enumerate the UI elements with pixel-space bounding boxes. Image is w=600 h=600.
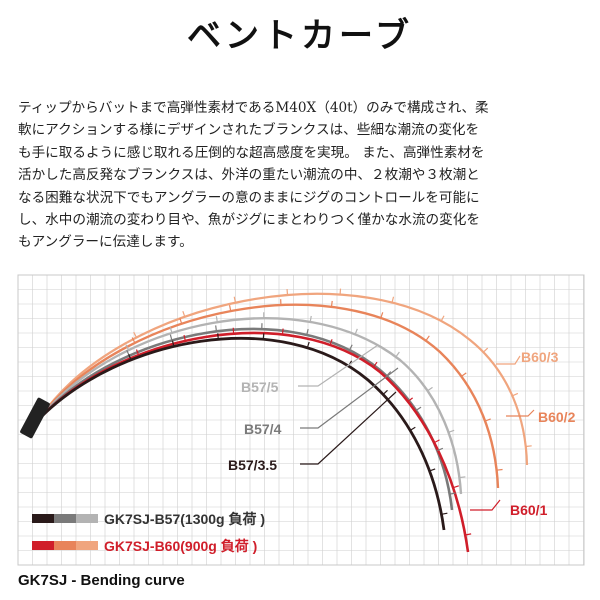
rod-guide <box>395 351 400 358</box>
diagram-caption: GK7SJ - Bending curve <box>18 572 185 589</box>
rod-guide <box>169 334 173 341</box>
rod-guide <box>329 339 333 346</box>
rod-guide <box>309 315 312 323</box>
rod-guide <box>525 445 532 448</box>
legend-swatch <box>76 514 98 523</box>
rod-guide <box>262 333 265 340</box>
rod-guide <box>461 372 467 377</box>
leader-b60-1 <box>470 499 501 511</box>
label-b57-3-5: B57/3.5 <box>228 457 277 473</box>
rod-guide <box>433 439 440 444</box>
leader-b60-2 <box>506 409 535 417</box>
label-b60-3: B60/3 <box>521 349 559 365</box>
rod-guide <box>425 335 430 342</box>
legend: GK7SJ-B57(1300g 負荷 ) GK7SJ-B60(900g 負荷 ) <box>32 511 265 554</box>
leader-b57-4 <box>300 367 399 429</box>
legend-item-b57: GK7SJ-B57(1300g 負荷 ) <box>32 511 265 527</box>
rod-guide <box>482 347 489 353</box>
rod-guide <box>131 337 136 344</box>
leader-b57-5 <box>298 344 379 387</box>
rod-guide <box>386 371 392 377</box>
label-b60-1: B60/1 <box>510 502 548 518</box>
rod-guide <box>183 334 186 342</box>
curve-b60-3 <box>39 292 529 466</box>
rod-guide <box>512 392 519 397</box>
rod-guide <box>484 418 491 422</box>
rod-guide <box>448 429 455 433</box>
rod-guide <box>133 331 137 338</box>
rod-guide <box>306 341 310 348</box>
rod-guide <box>135 349 140 356</box>
legend-swatch <box>32 514 54 523</box>
rod-guide <box>380 312 384 319</box>
legend-swatch <box>32 541 54 550</box>
legend-item-b60: GK7SJ-B60(900g 負荷 ) <box>32 538 257 554</box>
rod-guide <box>125 344 130 351</box>
grid <box>17 274 585 566</box>
rod-guide <box>281 328 284 335</box>
rod-guide <box>354 328 358 335</box>
legend-label-b60: GK7SJ-B60(900g 負荷 ) <box>104 538 257 554</box>
curves <box>20 288 532 553</box>
curve-labels: B60/3 B60/2 B57/5 B57/4 B60/1 B57/3.5 <box>228 344 576 518</box>
leader-b60-3 <box>496 355 521 365</box>
rod-guide <box>233 296 237 303</box>
description-line: 活かした高反発なブランクスは、外洋の重たい潮流の中、２枚潮や３枚潮と <box>18 167 480 184</box>
rod-guide <box>409 426 416 431</box>
description-line: ティップからバットまで高弾性素材であるM40X（40t）のみで構成され、柔 <box>18 100 489 116</box>
page-title: ベントカーブ <box>187 16 413 56</box>
rod-guide <box>306 328 309 336</box>
label-b60-2: B60/2 <box>538 409 576 425</box>
rod-guide <box>348 344 353 351</box>
legend-swatch <box>54 541 76 550</box>
curve-b57-5 <box>39 317 463 495</box>
rod-guide <box>437 447 444 452</box>
rod-handle <box>20 397 50 439</box>
rod-guide <box>496 468 503 471</box>
rod-guide <box>429 468 436 472</box>
label-b57-4: B57/4 <box>244 421 282 437</box>
rod-guide <box>128 354 132 361</box>
curve-b57-4 <box>39 327 454 511</box>
curve-b60-2 <box>39 303 500 489</box>
rod-guide <box>179 317 183 324</box>
rod-guide <box>169 327 173 334</box>
rod-guide <box>407 397 413 403</box>
curve-b57-3-5 <box>39 336 446 531</box>
legend-swatch <box>76 541 98 550</box>
rod-guide <box>171 340 175 347</box>
rod-guide <box>215 316 218 323</box>
legend-swatch <box>54 514 76 523</box>
rod-guide <box>182 310 186 318</box>
grid-border <box>17 274 585 566</box>
rod-guide <box>452 485 459 489</box>
rod-guide <box>427 386 433 392</box>
rod-guide <box>449 492 456 495</box>
description-line: なる困難な状況下でもアングラーの意のままにジグのコントロールを可能に <box>18 189 480 206</box>
rod-guide <box>415 406 422 411</box>
rod-guide <box>441 512 448 515</box>
rod-guide <box>330 300 333 307</box>
rod-guide <box>465 533 472 536</box>
description-line: し、水中の潮流の変わり目や、魚がジグにまとわりつく僅かな水流の変化を <box>18 212 480 229</box>
rod-guide <box>391 296 395 303</box>
rod-guide <box>459 476 466 479</box>
legend-label-b57: GK7SJ-B57(1300g 負荷 ) <box>104 511 265 527</box>
rod-guide <box>215 325 218 332</box>
description-line: 軟にアクションする様にデザインされたブランクスは、些細な潮流の変化を <box>18 122 480 139</box>
description-line: も手に取るように感じ取れる圧倒的な超高感度を実現。 また、高弾性素材を <box>18 144 485 161</box>
rod-guide <box>382 389 388 395</box>
description-line: もアングラーに伝達します。 <box>18 234 193 251</box>
rod-guide <box>440 315 445 322</box>
description: ティップからバットまで高弾性素材であるM40X（40t）のみで構成され、柔 軟に… <box>18 97 584 254</box>
label-b57-5: B57/5 <box>241 379 279 395</box>
rod-guide <box>228 305 232 312</box>
rod-guide <box>372 361 378 368</box>
leader-b57-3-5 <box>300 391 397 465</box>
